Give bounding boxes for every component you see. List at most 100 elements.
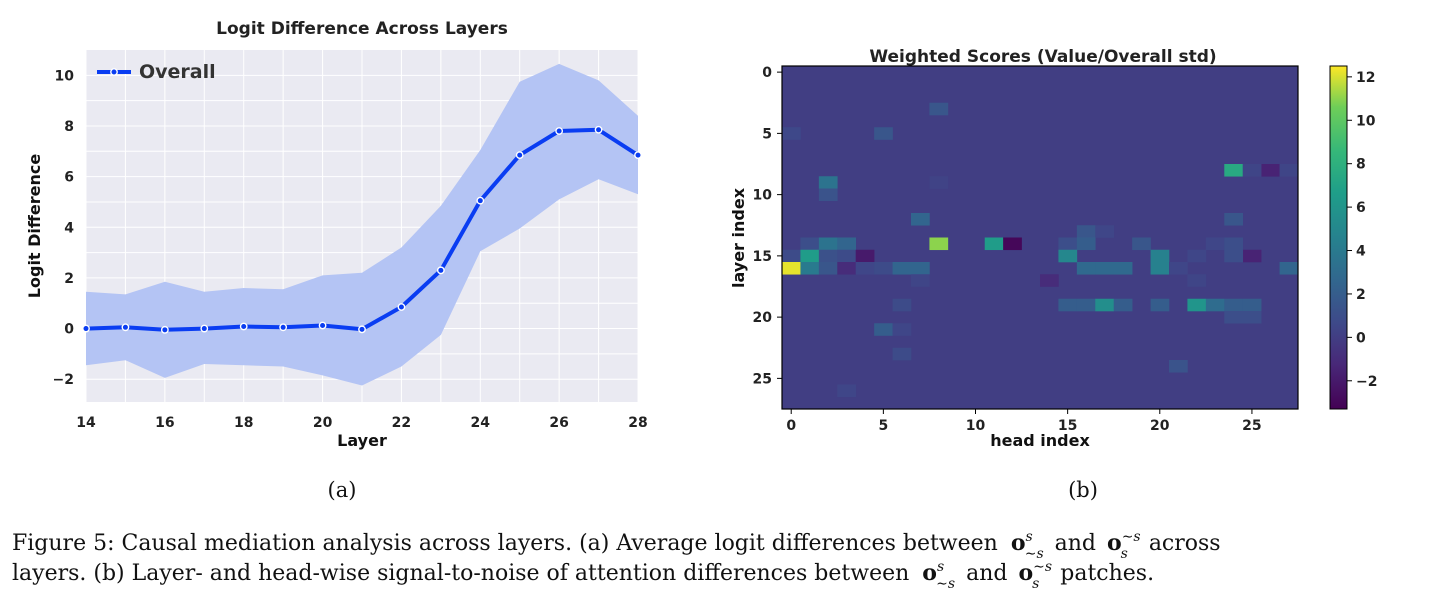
heatmap-cell [1095, 262, 1115, 275]
heatmap-cell [818, 249, 838, 263]
x-tick-label: 26 [549, 415, 568, 431]
heatmap-cell [837, 249, 857, 263]
x-tick-label: 15 [1058, 418, 1077, 434]
y-tick-label: 10 [753, 188, 773, 204]
legend-label-overall: Overall [139, 61, 216, 83]
heatmap-cell [1169, 360, 1188, 373]
colorbar-tick-label: 2 [1356, 287, 1366, 303]
heatmap-cell [874, 262, 893, 275]
heatmap-x-axis-label: head index [990, 431, 1090, 450]
heatmap-y-axis-label: layer index [729, 187, 748, 288]
caption-symbol-o3: o [922, 560, 937, 586]
y-tick-label: 0 [762, 65, 772, 81]
y-tick-label: 6 [64, 170, 74, 186]
heatmap-x-ticks: 0 5 10 15 20 25 [786, 409, 1262, 434]
heatmap-cell [1224, 164, 1244, 177]
series-points-overall [82, 125, 642, 334]
caption-symbol-o4: o [1018, 560, 1033, 586]
y-axis-label: Logit Difference [25, 154, 44, 299]
x-tick-label: 5 [878, 418, 888, 434]
heatmap-cell [800, 262, 820, 275]
data-point [397, 303, 406, 311]
heatmap-y-ticks: 0 5 10 15 20 25 [753, 65, 782, 387]
heatmap-cell [800, 249, 820, 263]
heatmap-frame [781, 65, 1299, 410]
x-tick-label: 24 [471, 415, 491, 431]
data-point [515, 151, 524, 159]
heatmap-cell [855, 262, 875, 275]
heatmap-cell [929, 176, 949, 189]
confidence-band [86, 63, 638, 386]
heatmap-cell [911, 262, 930, 275]
heatmap-cell [911, 274, 930, 287]
heatmap-cell [818, 176, 838, 189]
y-tick-label: 15 [753, 249, 772, 265]
caption-superscript-s1: s [1026, 529, 1033, 545]
x-tick-label: 28 [628, 415, 647, 431]
heatmap-cell [1169, 262, 1188, 275]
x-tick-labels: 14 16 18 20 22 24 26 28 [76, 415, 647, 431]
heatmap-cell [1261, 164, 1280, 177]
caption-symbol-o1: o [1011, 530, 1026, 556]
data-point [160, 325, 169, 334]
heatmap-cell [837, 384, 857, 398]
y-tick-label: 2 [64, 271, 74, 287]
colorbar [1329, 65, 1348, 410]
heatmap-cell [1242, 311, 1262, 324]
heatmap-cell [1224, 237, 1244, 251]
heatmap-cell [1187, 298, 1207, 312]
heatmap-cell [855, 249, 875, 263]
caption-and-2: and [966, 561, 1007, 586]
heatmap-cell [1150, 298, 1170, 312]
x-tick-label: 22 [392, 415, 411, 431]
heatmap-cell [837, 237, 857, 251]
x-tick-label: 25 [1242, 418, 1261, 434]
colorbar-tick-label: 4 [1356, 244, 1366, 260]
heatmap-cell [984, 237, 1004, 251]
heatmap-cell [800, 237, 820, 251]
x-tick-label: 16 [155, 415, 174, 431]
heatmap-cell [1187, 249, 1207, 263]
data-point [82, 324, 90, 333]
heatmap-cell [1113, 262, 1133, 275]
heatmap-cell [892, 298, 912, 312]
data-point [555, 127, 564, 135]
heatmap-cell [1150, 262, 1170, 275]
heatmap-panel: Weighted Scores (Value/Overall std) 0 5 10… [729, 47, 1377, 502]
caption-subscript-s4: s [1032, 576, 1039, 592]
caption-subscript-s2: s [1121, 546, 1128, 562]
caption-superscript-s3: s [937, 559, 944, 575]
heatmap-cell [1003, 237, 1022, 251]
heatmap-cell [1279, 262, 1299, 275]
y-tick-label: 4 [64, 220, 74, 236]
heatmap-cell [892, 323, 912, 336]
caption-patches: patches. [1060, 561, 1154, 586]
caption-line-2: layers. (b) Layer- and head-wise signal-… [12, 559, 1154, 594]
data-point [358, 325, 366, 334]
data-point [436, 266, 445, 275]
heatmap-cell [1150, 249, 1170, 263]
caption-subscript-nots1: ∼s [1025, 546, 1044, 562]
x-tick-label: 20 [1150, 418, 1170, 434]
heatmap-cell [1076, 262, 1096, 275]
colorbar-tick-label: 10 [1356, 113, 1376, 129]
legend-marker [110, 68, 118, 76]
data-point [476, 196, 485, 205]
heatmap-cell [1040, 274, 1059, 287]
colorbar-tick-label: 12 [1356, 70, 1375, 86]
heatmap-cell [1095, 298, 1115, 312]
heatmap-cell [929, 237, 949, 251]
heatmap-cells [782, 66, 1299, 409]
heatmap-cell [874, 127, 893, 140]
y-tick-label: 8 [64, 119, 74, 135]
colorbar-tick-label: −2 [1356, 374, 1377, 390]
heatmap-cell [1076, 298, 1096, 312]
x-tick-label: 20 [313, 415, 333, 431]
data-point [634, 151, 642, 159]
legend: Overall [97, 61, 216, 83]
heatmap-cell [1076, 237, 1096, 251]
y-tick-label: 10 [55, 68, 75, 84]
heatmap-cell [818, 188, 838, 202]
data-point [594, 125, 603, 134]
